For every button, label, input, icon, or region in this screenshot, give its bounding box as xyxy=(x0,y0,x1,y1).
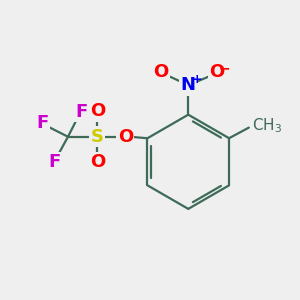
Text: +: + xyxy=(191,74,202,86)
Text: O: O xyxy=(153,63,169,81)
Text: F: F xyxy=(75,103,87,121)
Text: F: F xyxy=(49,153,61,171)
Text: S: S xyxy=(91,128,104,146)
Text: CH$_3$: CH$_3$ xyxy=(252,116,282,135)
Text: O: O xyxy=(209,63,225,81)
Text: O: O xyxy=(118,128,133,146)
Text: O: O xyxy=(90,102,105,120)
Text: N: N xyxy=(181,76,196,94)
Text: O: O xyxy=(90,153,105,171)
Text: F: F xyxy=(37,115,49,133)
Text: −: − xyxy=(219,61,230,75)
